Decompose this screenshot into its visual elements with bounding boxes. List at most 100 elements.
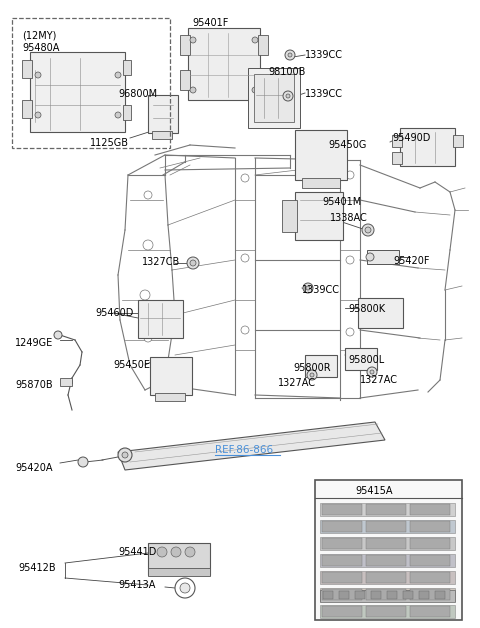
Bar [392, 152, 402, 164]
Bar [410, 538, 450, 549]
Circle shape [252, 87, 258, 93]
Bar [248, 68, 300, 128]
Bar [320, 537, 455, 550]
Bar [410, 572, 450, 583]
Bar [339, 591, 349, 599]
Text: 95420A: 95420A [15, 463, 52, 473]
Bar [355, 591, 365, 599]
Text: 95401F: 95401F [192, 18, 228, 28]
Text: 98100B: 98100B [268, 67, 305, 77]
Bar [152, 131, 172, 139]
Bar [366, 538, 406, 549]
Text: 95800R: 95800R [293, 363, 331, 373]
Circle shape [346, 171, 354, 179]
Bar [320, 520, 455, 533]
Bar [188, 28, 260, 100]
Circle shape [157, 547, 167, 557]
Text: 95412B: 95412B [18, 563, 56, 573]
Text: 95441D: 95441D [118, 547, 156, 557]
Bar [302, 178, 340, 188]
Circle shape [306, 286, 310, 290]
Bar [138, 300, 183, 338]
Bar [258, 35, 268, 55]
Text: 1327AC: 1327AC [278, 378, 316, 388]
Bar [322, 521, 362, 532]
Circle shape [370, 370, 374, 374]
Bar [254, 74, 294, 122]
Circle shape [252, 37, 258, 43]
Bar [150, 357, 192, 395]
Circle shape [346, 328, 354, 336]
Text: 1327AC: 1327AC [360, 375, 398, 385]
Circle shape [367, 367, 377, 377]
Bar [123, 105, 131, 120]
Text: 95420F: 95420F [393, 256, 430, 266]
Text: 95490D: 95490D [392, 133, 431, 143]
Bar [295, 130, 347, 180]
Circle shape [35, 112, 41, 118]
Bar [322, 555, 362, 566]
Text: REF.86-866: REF.86-866 [215, 445, 273, 455]
Text: 95450G: 95450G [328, 140, 366, 150]
Circle shape [241, 254, 249, 262]
Bar [282, 200, 297, 232]
Polygon shape [118, 422, 385, 470]
Bar [435, 591, 445, 599]
Circle shape [180, 583, 190, 593]
Bar [392, 135, 402, 147]
Bar [410, 555, 450, 566]
Bar [22, 60, 32, 78]
Bar [148, 568, 210, 576]
Text: 95413A: 95413A [118, 580, 156, 590]
Bar [320, 605, 455, 618]
Bar [30, 52, 125, 132]
Circle shape [346, 256, 354, 264]
Circle shape [118, 448, 132, 462]
Bar [410, 504, 450, 515]
Bar [148, 543, 210, 575]
Bar [12, 18, 170, 148]
Circle shape [175, 578, 195, 598]
Text: 95415A: 95415A [355, 486, 393, 496]
Bar [323, 591, 333, 599]
Circle shape [241, 326, 249, 334]
Circle shape [366, 253, 374, 261]
Bar [387, 591, 397, 599]
Circle shape [285, 50, 295, 60]
Bar [322, 589, 362, 600]
Text: (12MY): (12MY) [22, 30, 56, 40]
Circle shape [144, 334, 152, 342]
Circle shape [190, 87, 196, 93]
Bar [22, 100, 32, 118]
Bar [315, 480, 462, 620]
Bar [320, 554, 455, 567]
Circle shape [307, 370, 317, 380]
Circle shape [144, 191, 152, 199]
Bar [322, 504, 362, 515]
Text: 1249GE: 1249GE [15, 338, 53, 348]
Bar [320, 590, 455, 602]
Circle shape [78, 457, 88, 467]
Bar [400, 128, 455, 166]
Circle shape [310, 373, 314, 377]
Circle shape [35, 72, 41, 78]
Circle shape [286, 94, 290, 98]
Text: 1339CC: 1339CC [302, 285, 340, 295]
Bar [148, 95, 178, 133]
Bar [358, 298, 403, 328]
Bar [366, 555, 406, 566]
Text: 1327CB: 1327CB [142, 257, 180, 267]
Text: 95800L: 95800L [348, 355, 384, 365]
Circle shape [365, 227, 371, 233]
Circle shape [241, 174, 249, 182]
Text: 1339CC: 1339CC [305, 50, 343, 60]
Circle shape [190, 37, 196, 43]
Text: 95870B: 95870B [15, 380, 53, 390]
Circle shape [122, 452, 128, 458]
Bar [180, 70, 190, 90]
Circle shape [187, 257, 199, 269]
Circle shape [185, 547, 195, 557]
Bar [60, 378, 72, 386]
Bar [366, 606, 406, 617]
Circle shape [303, 283, 313, 293]
